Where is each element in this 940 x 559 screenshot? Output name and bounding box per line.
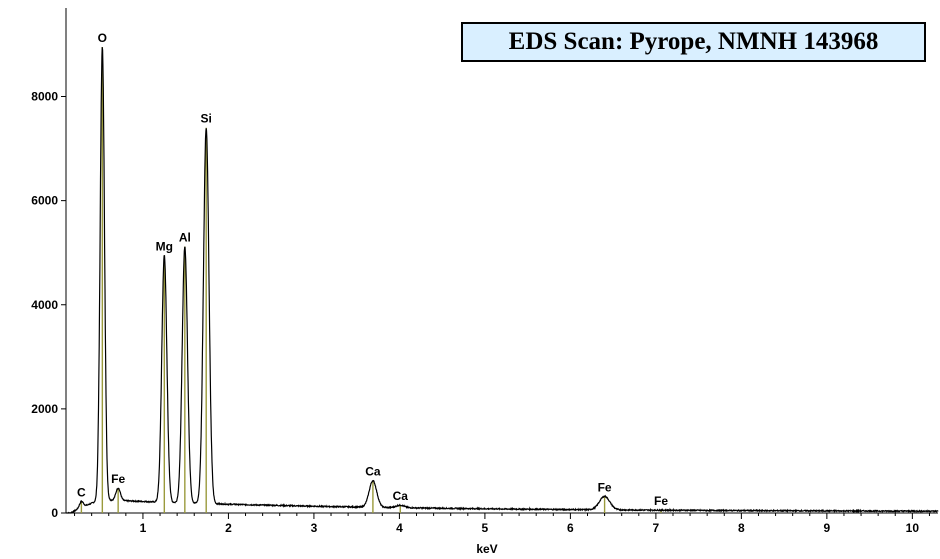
x-tick-label: 2	[225, 521, 232, 535]
x-tick-label: 5	[482, 521, 489, 535]
peak-label-ca: Ca	[365, 465, 381, 479]
peak-label-c: C	[77, 486, 86, 500]
y-tick-label: 6000	[31, 194, 58, 208]
peak-label-ca: Ca	[393, 489, 409, 503]
axes: 0 2000 4000 6000 8000 1 2 3 4 5 6 7 8 9 10	[31, 8, 938, 535]
y-tick-label: 8000	[31, 90, 58, 104]
x-tick-label: 1	[140, 521, 147, 535]
x-tick-label: 10	[906, 521, 920, 535]
chart-title: EDS Scan: Pyrope, NMNH 143968	[461, 22, 926, 62]
peak-markers	[80, 47, 662, 513]
peak-labels: C O Fe Mg Al Si Ca Ca Fe Fe	[77, 31, 668, 508]
x-tick-label: 7	[653, 521, 660, 535]
x-tick-label: 6	[567, 521, 574, 535]
peak-label-al: Al	[179, 230, 191, 244]
peak-label-fe: Fe	[111, 472, 125, 486]
y-tick-label: 2000	[31, 402, 58, 416]
y-tick-label: 4000	[31, 298, 58, 312]
peak-label-fe: Fe	[654, 494, 668, 508]
peak-label-fe: Fe	[598, 480, 612, 494]
x-tick-label: 8	[738, 521, 745, 535]
x-tick-label: 4	[396, 521, 403, 535]
spectrum-line	[65, 47, 939, 514]
peak-label-si: Si	[201, 112, 212, 126]
x-tick-label: 3	[311, 521, 318, 535]
y-tick-label: 0	[51, 506, 58, 520]
peak-label-mg: Mg	[156, 239, 173, 253]
peak-label-o: O	[98, 31, 107, 45]
x-tick-label: 9	[824, 521, 831, 535]
x-axis-label: keV	[476, 542, 497, 556]
